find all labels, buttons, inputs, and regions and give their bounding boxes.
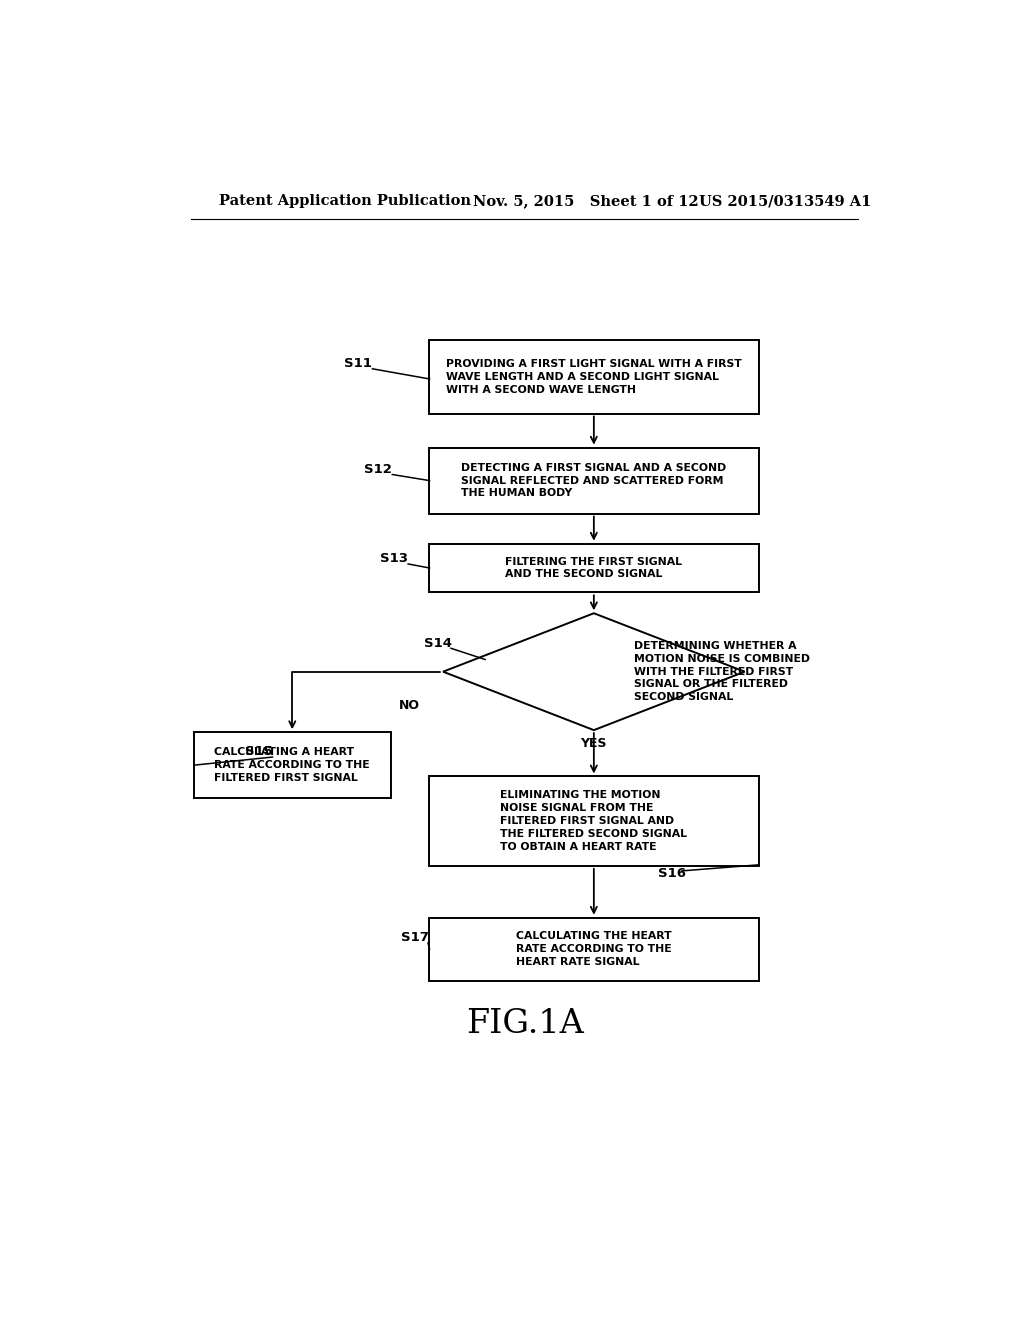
Text: S14: S14: [424, 636, 452, 649]
Text: DETERMINING WHETHER A
MOTION NOISE IS COMBINED
WITH THE FILTERED FIRST
SIGNAL OR: DETERMINING WHETHER A MOTION NOISE IS CO…: [634, 642, 810, 702]
Text: Patent Application Publication: Patent Application Publication: [219, 194, 471, 209]
Text: YES: YES: [581, 737, 607, 750]
FancyBboxPatch shape: [429, 341, 759, 413]
Polygon shape: [443, 614, 744, 730]
Text: S16: S16: [657, 867, 686, 880]
Text: FIG.1A: FIG.1A: [466, 1008, 584, 1040]
Text: CALCULATING THE HEART
RATE ACCORDING TO THE
HEART RATE SIGNAL: CALCULATING THE HEART RATE ACCORDING TO …: [516, 932, 672, 968]
Text: FILTERING THE FIRST SIGNAL
AND THE SECOND SIGNAL: FILTERING THE FIRST SIGNAL AND THE SECON…: [505, 557, 682, 579]
Text: S13: S13: [380, 552, 408, 565]
Text: PROVIDING A FIRST LIGHT SIGNAL WITH A FIRST
WAVE LENGTH AND A SECOND LIGHT SIGNA: PROVIDING A FIRST LIGHT SIGNAL WITH A FI…: [446, 359, 741, 395]
Text: S11: S11: [344, 358, 372, 370]
Text: ELIMINATING THE MOTION
NOISE SIGNAL FROM THE
FILTERED FIRST SIGNAL AND
THE FILTE: ELIMINATING THE MOTION NOISE SIGNAL FROM…: [501, 791, 687, 851]
FancyBboxPatch shape: [429, 447, 759, 513]
Text: S17: S17: [401, 932, 429, 945]
FancyBboxPatch shape: [429, 544, 759, 593]
Text: CALCULATING A HEART
RATE ACCORDING TO THE
FILTERED FIRST SIGNAL: CALCULATING A HEART RATE ACCORDING TO TH…: [214, 747, 370, 783]
FancyBboxPatch shape: [194, 733, 391, 799]
Text: US 2015/0313549 A1: US 2015/0313549 A1: [699, 194, 871, 209]
Text: S15: S15: [245, 746, 272, 759]
FancyBboxPatch shape: [429, 776, 759, 866]
Text: S12: S12: [365, 463, 392, 477]
Text: Nov. 5, 2015   Sheet 1 of 12: Nov. 5, 2015 Sheet 1 of 12: [473, 194, 699, 209]
Text: NO: NO: [399, 698, 420, 711]
FancyBboxPatch shape: [429, 917, 759, 981]
Text: DETECTING A FIRST SIGNAL AND A SECOND
SIGNAL REFLECTED AND SCATTERED FORM
THE HU: DETECTING A FIRST SIGNAL AND A SECOND SI…: [461, 463, 726, 499]
